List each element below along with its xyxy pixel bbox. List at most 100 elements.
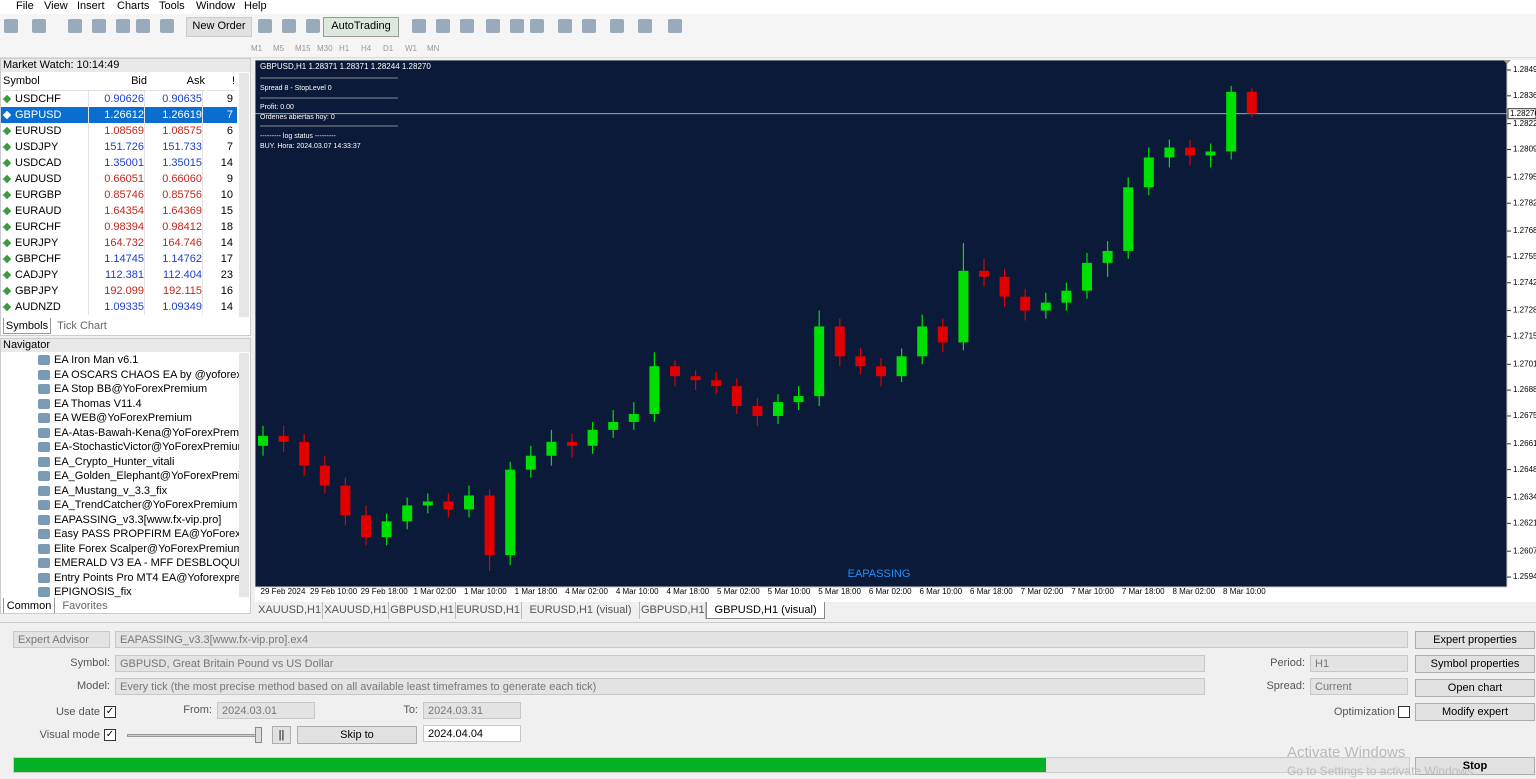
menu-item[interactable]: Tools (159, 0, 185, 12)
autotrading-button[interactable]: AutoTrading (323, 17, 399, 37)
quote-row[interactable]: EURCHF 0.98394 0.98412 18 (1, 219, 237, 235)
quote-row[interactable]: EURGBP 0.85746 0.85756 10 (1, 187, 237, 203)
toolbar-icon[interactable] (436, 19, 450, 33)
expert-item[interactable]: EA-StochasticVictor@YoForexPremium (54, 441, 239, 453)
button[interactable]: Symbol properties (1415, 655, 1535, 673)
timeframe-button[interactable]: M5 (273, 44, 285, 53)
expert-item[interactable]: EA Stop BB@YoForexPremium (54, 383, 208, 395)
timeframe-button[interactable]: D1 (383, 44, 394, 53)
expert-item[interactable]: EPIGNOSIS_fix (54, 586, 132, 598)
expert-item[interactable]: Elite Forex Scalper@YoForexPremium (54, 542, 239, 555)
checkbox[interactable]: ✓ (104, 706, 116, 718)
toolbar-icon[interactable] (558, 19, 572, 33)
mode-select[interactable]: Expert Advisor (13, 631, 110, 648)
speed-slider[interactable] (127, 734, 262, 737)
timeframe-button[interactable]: H4 (361, 44, 372, 53)
toolbar-icon[interactable] (638, 19, 652, 33)
stop-button[interactable]: Stop (1415, 757, 1535, 775)
quote-row[interactable]: EURJPY 164.732 164.746 14 (1, 235, 237, 251)
chart-tab[interactable]: EURUSD,H1 (visual) (522, 602, 641, 619)
spread-select[interactable]: Current (1310, 678, 1408, 695)
quote-row[interactable]: GBPCHF 1.14745 1.14762 17 (1, 251, 237, 267)
quote-row[interactable]: USDCAD 1.35001 1.35015 14 (1, 155, 237, 171)
timeframe-button[interactable]: M30 (317, 44, 333, 53)
checkbox[interactable] (1398, 706, 1410, 718)
toolbar-icon[interactable] (68, 19, 82, 33)
expert-item[interactable]: EA Iron Man v6.1 (54, 354, 139, 366)
toolbar-icon[interactable] (160, 19, 174, 33)
menu-item[interactable]: Insert (77, 0, 105, 12)
date-field[interactable]: 2024.03.01 (217, 702, 315, 719)
expert-item[interactable]: EA OSCARS CHAOS EA by @yoforex (54, 368, 239, 381)
chart-tab[interactable]: GBPUSD,H1 (640, 602, 707, 619)
new-order-button[interactable]: New Order (186, 17, 252, 37)
timeframe-button[interactable]: M15 (295, 44, 311, 53)
panel-tab[interactable]: Symbols (3, 318, 51, 334)
button[interactable]: Expert properties (1415, 631, 1535, 649)
quote-row[interactable]: AUDNZD 1.09335 1.09349 14 (1, 299, 237, 315)
date-field[interactable]: 2024.04.04 (423, 725, 521, 742)
expert-item[interactable]: EA WEB@YoForexPremium (54, 412, 192, 424)
panel-tab[interactable]: Common (3, 598, 55, 613)
expert-select[interactable]: EAPASSING_v3.3[www.fx-vip.pro].ex4 (115, 631, 1408, 648)
quote-row[interactable]: CADJPY 112.381 112.404 23 (1, 267, 237, 283)
panel-tab[interactable]: Tick Chart (57, 320, 107, 332)
menu-item[interactable]: Window (196, 0, 236, 12)
toolbar-icon[interactable] (282, 19, 296, 33)
chart-tab[interactable]: XAUUSD,H1 (323, 602, 390, 619)
expert-item[interactable]: EMERALD V3 EA - MFF DESBLOQUEADO (54, 557, 239, 569)
menu-item[interactable]: File (16, 0, 34, 12)
chart-tab[interactable]: EURUSD,H1 (456, 602, 522, 619)
toolbar-icon[interactable] (116, 19, 130, 33)
toolbar-icon[interactable] (4, 19, 18, 33)
timeframe-button[interactable]: M1 (251, 44, 263, 53)
chart-tab[interactable]: GBPUSD,H1 (389, 602, 456, 619)
timeframe-button[interactable]: MN (427, 44, 440, 53)
skip-button[interactable]: Skip to (297, 726, 417, 744)
expert-item[interactable]: EA_TrendCatcher@YoForexPremium (54, 499, 238, 511)
quote-row[interactable]: AUDUSD 0.66051 0.66060 9 (1, 171, 237, 187)
quote-row[interactable]: USDCHF 0.90626 0.90635 9 (1, 91, 237, 107)
toolbar-icon[interactable] (412, 19, 426, 33)
pause-button[interactable]: || (272, 726, 291, 744)
checkbox[interactable]: ✓ (104, 729, 116, 741)
menu-item[interactable]: Charts (117, 0, 150, 12)
toolbar-icon[interactable] (32, 19, 46, 33)
chart-tab[interactable]: GBPUSD,H1 (visual) (706, 602, 825, 619)
menu-item[interactable]: Help (244, 0, 267, 12)
quote-row[interactable]: EURUSD 1.08569 1.08575 6 (1, 123, 237, 139)
symbol-select[interactable]: GBPUSD, Great Britain Pound vs US Dollar (115, 655, 1205, 672)
expert-item[interactable]: Easy PASS PROPFIRM EA@YoForexPremium (54, 528, 239, 540)
expert-item[interactable]: EAPASSING_v3.3[www.fx-vip.pro] (54, 513, 222, 526)
expert-item[interactable]: EA_Crypto_Hunter_vitali (54, 455, 175, 468)
panel-tab[interactable]: Favorites (62, 600, 108, 612)
quote-row[interactable]: GBPJPY 192.099 192.115 16 (1, 283, 237, 299)
expert-item[interactable]: EA_Golden_Elephant@YoForexPremium (54, 470, 239, 482)
toolbar-icon[interactable] (510, 19, 524, 33)
toolbar-icon[interactable] (306, 19, 320, 33)
toolbar-icon[interactable] (582, 19, 596, 33)
toolbar-icon[interactable] (486, 19, 500, 33)
expert-item[interactable]: Entry Points Pro MT4 EA@Yoforexpremium (54, 571, 239, 584)
quote-row[interactable]: USDJPY 151.726 151.733 7 (1, 139, 237, 155)
toolbar-icon[interactable] (610, 19, 624, 33)
toolbar-icon[interactable] (92, 19, 106, 33)
menu-item[interactable]: View (44, 0, 68, 12)
chart-tab[interactable]: XAUUSD,H1 (257, 602, 324, 619)
timeframe-button[interactable]: H1 (339, 44, 350, 53)
date-field[interactable]: 2024.03.31 (423, 702, 521, 719)
expert-item[interactable]: EA_Mustang_v_3.3_fix (54, 484, 168, 497)
expert-item[interactable]: EA-Atas-Bawah-Kena@YoForexPremium (54, 426, 239, 439)
toolbar-icon[interactable] (530, 19, 544, 33)
toolbar-icon[interactable] (668, 19, 682, 33)
timeframe-button[interactable]: W1 (405, 44, 417, 53)
toolbar-icon[interactable] (258, 19, 272, 33)
button[interactable]: Open chart (1415, 679, 1535, 697)
expert-item[interactable]: EA Thomas V11.4 (54, 397, 142, 410)
quote-row[interactable]: EURAUD 1.64354 1.64369 15 (1, 203, 237, 219)
toolbar-icon[interactable] (460, 19, 474, 33)
button[interactable]: Modify expert (1415, 703, 1535, 721)
model-select[interactable]: Every tick (the most precise method base… (115, 678, 1205, 695)
toolbar-icon[interactable] (136, 19, 150, 33)
quote-row[interactable]: GBPUSD 1.26612 1.26619 7 (1, 107, 237, 123)
